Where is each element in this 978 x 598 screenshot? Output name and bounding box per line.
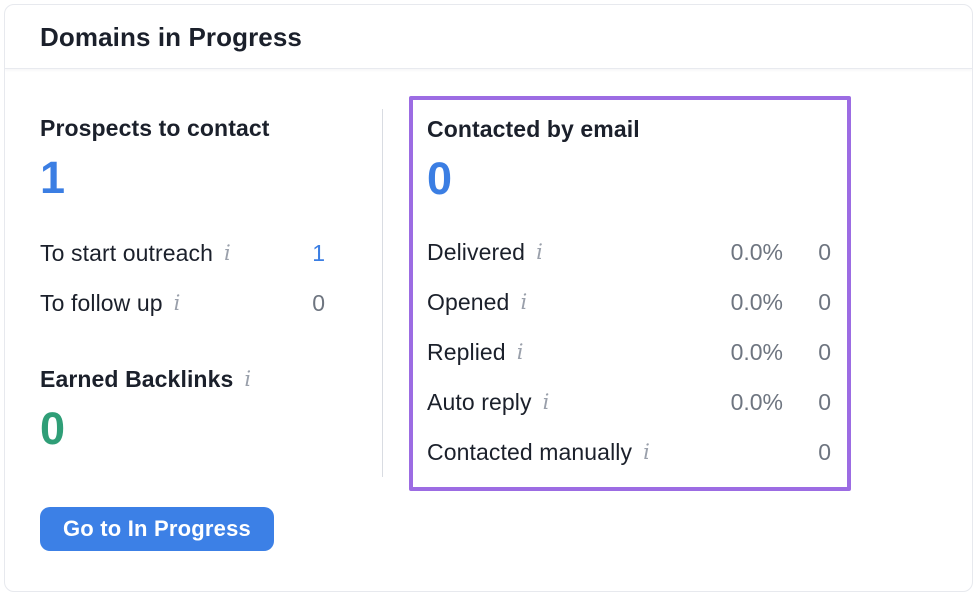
row-to-start-outreach: To start outreach i 1 [40, 228, 325, 278]
row-count: 0 [818, 288, 831, 315]
info-icon[interactable]: i [536, 240, 543, 264]
row-count: 0 [818, 388, 831, 415]
prospects-count: 1 [40, 152, 66, 203]
column-divider [382, 109, 383, 477]
row-count: 0 [818, 238, 831, 265]
row-value: 0 [312, 289, 325, 316]
row-auto-reply: Auto reply i 0.0% 0 [427, 377, 831, 427]
row-contacted-manually: Contacted manually i 0 [427, 427, 831, 477]
info-icon[interactable]: i [542, 390, 550, 414]
contacted-by-email-heading: Contacted by email [427, 116, 640, 142]
contacted-by-email-count: 0 [427, 153, 453, 204]
go-to-in-progress-button[interactable]: Go to In Progress [40, 507, 274, 551]
row-percent: 0.0% [730, 288, 783, 315]
card-header: Domains in Progress [5, 5, 972, 69]
info-icon[interactable]: i [173, 291, 181, 315]
card-body: Prospects to contact 1 To start outreach… [5, 69, 972, 551]
info-icon[interactable]: i [520, 290, 528, 314]
row-count: 0 [818, 438, 831, 465]
contacted-by-email-section: Contacted by email 0 Delivered i 0.0% 0 … [409, 96, 851, 491]
row-label: To follow up [40, 289, 163, 316]
info-icon[interactable]: i [516, 340, 524, 364]
row-percent: 0.0% [730, 388, 783, 415]
row-value: 1 [312, 239, 325, 266]
card-title: Domains in Progress [40, 22, 302, 52]
row-opened: Opened i 0.0% 0 [427, 277, 831, 327]
row-label: Auto reply [427, 388, 532, 415]
row-to-follow-up: To follow up i 0 [40, 278, 325, 328]
info-icon[interactable]: i [643, 440, 650, 464]
prospects-section: Prospects to contact 1 To start outreach… [40, 113, 325, 551]
row-label: Contacted manually [427, 438, 633, 465]
prospects-heading: Prospects to contact [40, 115, 270, 141]
row-percent: 0.0% [730, 238, 783, 265]
info-icon[interactable]: i [244, 367, 252, 391]
row-count: 0 [818, 338, 831, 365]
earned-backlinks-label: Earned Backlinks [40, 366, 234, 392]
earned-backlinks-count: 0 [40, 403, 66, 454]
domains-in-progress-card: Domains in Progress Prospects to contact… [4, 4, 973, 592]
email-stat-rows: Delivered i 0.0% 0 Opened i 0.0% 0 [427, 227, 831, 477]
prospects-rows: To start outreach i 1 To follow up i 0 [40, 228, 325, 328]
row-label: Opened [427, 288, 510, 315]
info-icon[interactable]: i [224, 241, 231, 265]
row-percent: 0.0% [730, 338, 783, 365]
row-label: Delivered [427, 238, 526, 265]
row-label: Replied [427, 338, 506, 365]
earned-backlinks-heading: Earned Backlinks i [40, 364, 325, 394]
row-replied: Replied i 0.0% 0 [427, 327, 831, 377]
row-label: To start outreach [40, 239, 214, 266]
row-delivered: Delivered i 0.0% 0 [427, 227, 831, 277]
